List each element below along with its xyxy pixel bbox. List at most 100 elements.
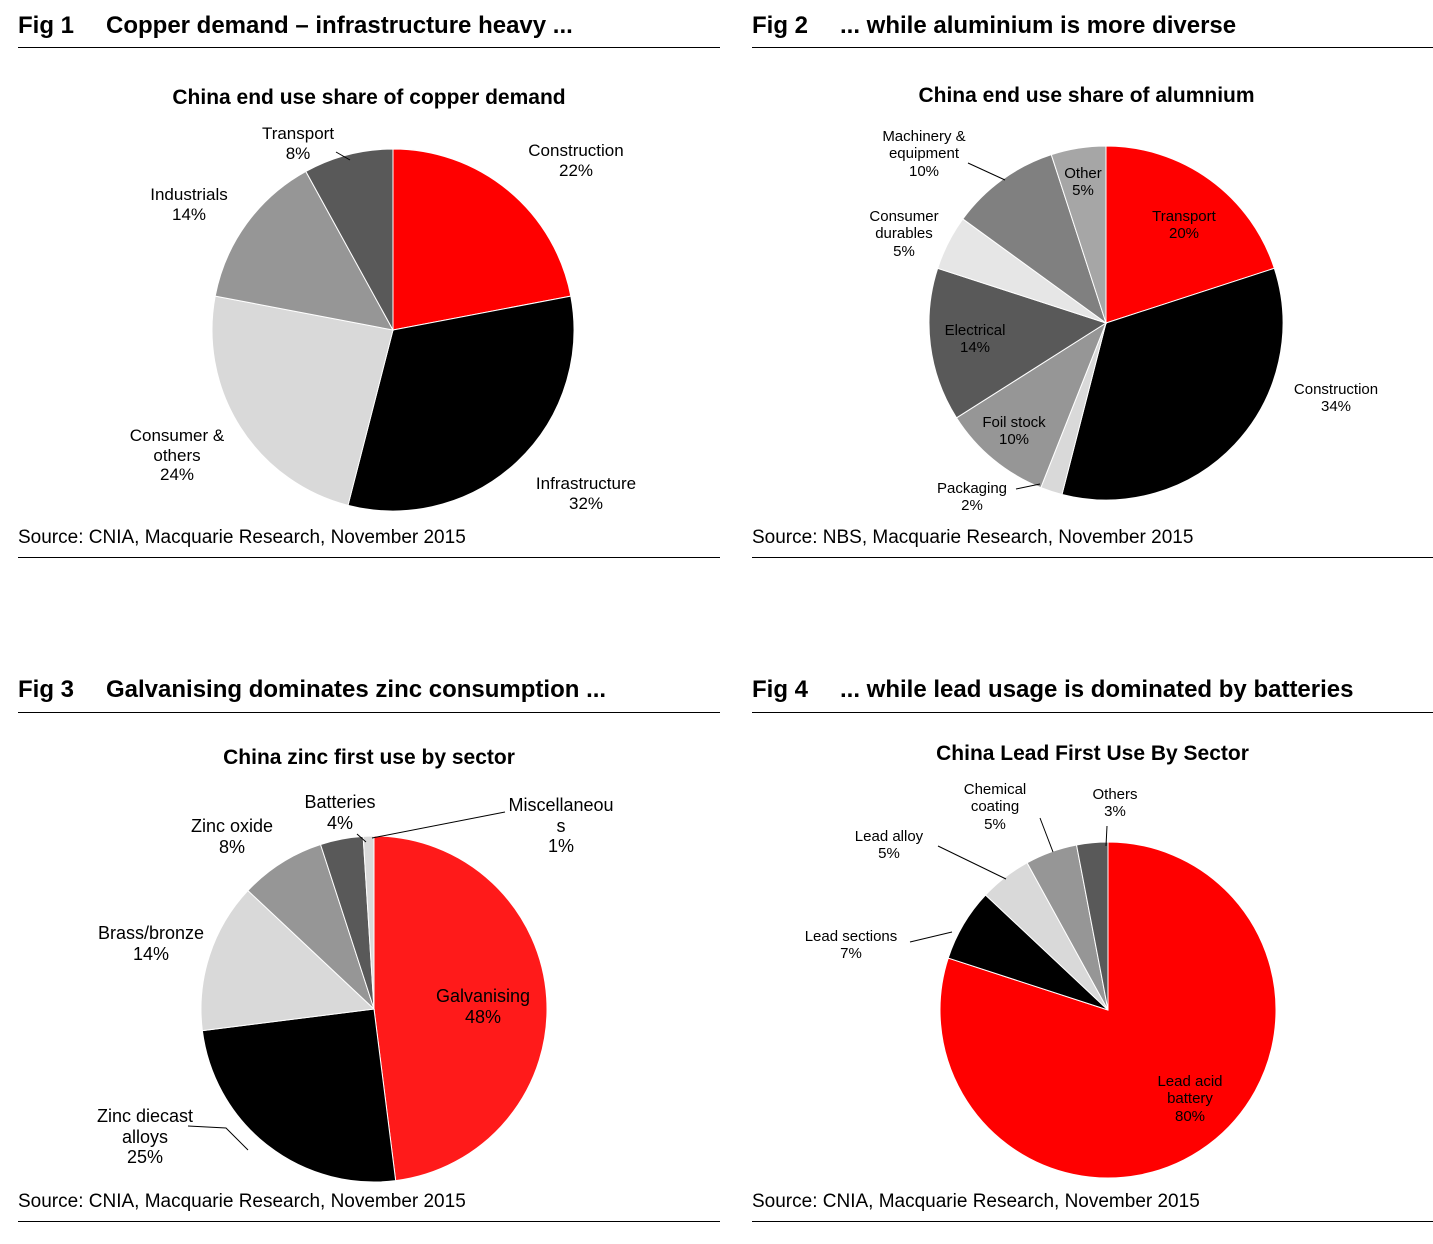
heading-rule	[18, 712, 720, 713]
slice-label: Lead acid battery 80%	[1150, 1073, 1230, 1125]
slice-label: Construction 34%	[1271, 381, 1401, 416]
value-label: 10%	[908, 162, 940, 180]
category-label: Others	[1092, 786, 1138, 803]
value-label: 4%	[326, 812, 353, 833]
leader-line	[909, 931, 953, 943]
pie-slice	[392, 148, 572, 331]
value-label: 34%	[1320, 398, 1352, 416]
value-label: 48%	[464, 1006, 502, 1027]
slice-label: Others 3%	[1075, 786, 1155, 821]
category-label: Packaging	[936, 480, 1008, 497]
category-label: Industrials	[150, 185, 228, 204]
figure-heading-text: Galvanising dominates zinc consumption .…	[106, 676, 607, 703]
figure-heading: Fig 4 ... while lead usage is dominated b…	[752, 676, 1353, 704]
pie-slice	[955, 321, 1108, 489]
pie-slice	[347, 295, 575, 512]
slice-label: Galvanising 48%	[413, 986, 553, 1027]
figure-heading-text: ... while lead usage is dominated by bat…	[840, 676, 1354, 703]
value-label: 80%	[1174, 1107, 1206, 1125]
slice-label: Chemical coating 5%	[953, 781, 1037, 833]
value-label: 3%	[1104, 803, 1126, 821]
slice-label: Construction 22%	[506, 141, 646, 180]
slice-label: Transport 8%	[248, 124, 348, 163]
value-label: 8%	[218, 836, 245, 857]
heading-rule	[752, 712, 1433, 713]
category-label: Miscellaneous	[508, 795, 614, 836]
value-label: 20%	[1168, 225, 1200, 243]
category-label: Lead acid battery	[1157, 1073, 1223, 1108]
pie-slice	[211, 295, 394, 506]
heading-rule	[752, 47, 1433, 48]
category-label: Lead alloy	[854, 828, 924, 845]
figure-number: Fig 4	[752, 676, 809, 703]
figure-number: Fig 1	[18, 12, 75, 39]
value-label: 24%	[159, 465, 195, 485]
pie-slice	[362, 835, 375, 1010]
pie-slice	[928, 267, 1108, 419]
figure-heading-text: ... while aluminium is more diverse	[840, 12, 1237, 39]
category-label: Zinc diecast alloys	[96, 1106, 194, 1147]
figure-number: Fig 2	[752, 12, 809, 39]
heading-rule	[18, 47, 720, 48]
figure-heading: Fig 1 Copper demand – infrastructure heav…	[18, 12, 573, 40]
value-label: 14%	[132, 943, 170, 964]
category-label: Consumer & others	[129, 426, 225, 465]
pie-slice	[214, 170, 394, 331]
leader-line	[937, 845, 1007, 880]
value-label: 14%	[959, 339, 991, 357]
category-label: Consumer durables	[869, 208, 939, 243]
pie-slice	[962, 154, 1107, 325]
slice-label: Lead alloy 5%	[839, 828, 939, 863]
category-label: Zinc oxide	[190, 816, 274, 836]
value-label: 14%	[171, 204, 207, 224]
category-label: Galvanising	[435, 986, 531, 1006]
category-label: Electrical	[944, 322, 1006, 339]
pie-slice	[1105, 145, 1275, 324]
category-label: Construction	[1293, 381, 1379, 398]
value-label: 32%	[568, 493, 604, 513]
slice-label: Lead sections 7%	[786, 928, 916, 963]
pie-slice	[305, 148, 394, 331]
pie-slice	[1075, 841, 1109, 1011]
leader-line	[187, 1125, 249, 1151]
value-label: 10%	[998, 431, 1030, 449]
category-label: Chemical coating	[963, 781, 1027, 816]
value-label: 2%	[961, 497, 983, 515]
chart-title: China end use share of alumnium	[918, 84, 1255, 107]
slice-label: Other 5%	[1053, 165, 1113, 200]
value-label: 5%	[1072, 182, 1094, 200]
category-label: Infrastructure	[535, 474, 637, 493]
slice-label: Consumer durables 5%	[862, 208, 946, 260]
slice-label: Industrials 14%	[139, 185, 239, 224]
category-label: Machinery & equipment	[882, 128, 966, 163]
value-label: 1%	[547, 836, 574, 857]
leader-line	[1039, 817, 1054, 853]
chart-title: China end use share of copper demand	[172, 86, 566, 109]
slice-label: Foil stock 10%	[959, 414, 1069, 449]
value-label: 5%	[878, 845, 900, 863]
slice-label: Zinc oxide 8%	[172, 816, 292, 857]
category-label: Other	[1064, 165, 1102, 182]
value-label: 5%	[893, 242, 915, 260]
value-label: 8%	[285, 143, 311, 163]
value-label: 5%	[984, 815, 1006, 833]
value-label: 7%	[840, 945, 862, 963]
leader-line	[967, 162, 1006, 181]
slice-label: Brass/bronze 14%	[95, 923, 207, 964]
slice-label: Miscellaneous 1%	[505, 795, 617, 857]
slice-label: Batteries 4%	[290, 792, 390, 833]
slice-label: Transport 20%	[1124, 208, 1244, 243]
pie-slice	[201, 1008, 397, 1183]
source-note: Source: CNIA, Macquarie Research, Novemb…	[18, 527, 466, 548]
slice-label: Zinc diecast alloys 25%	[90, 1106, 200, 1168]
category-label: Lead sections	[804, 928, 898, 945]
figure-number: Fig 3	[18, 676, 75, 703]
pie-slice	[373, 835, 548, 1182]
leader-line	[335, 151, 351, 161]
value-label: 25%	[126, 1147, 164, 1168]
value-label: 22%	[558, 160, 594, 180]
category-label: Batteries	[304, 792, 376, 812]
category-label: Transport	[261, 124, 335, 143]
